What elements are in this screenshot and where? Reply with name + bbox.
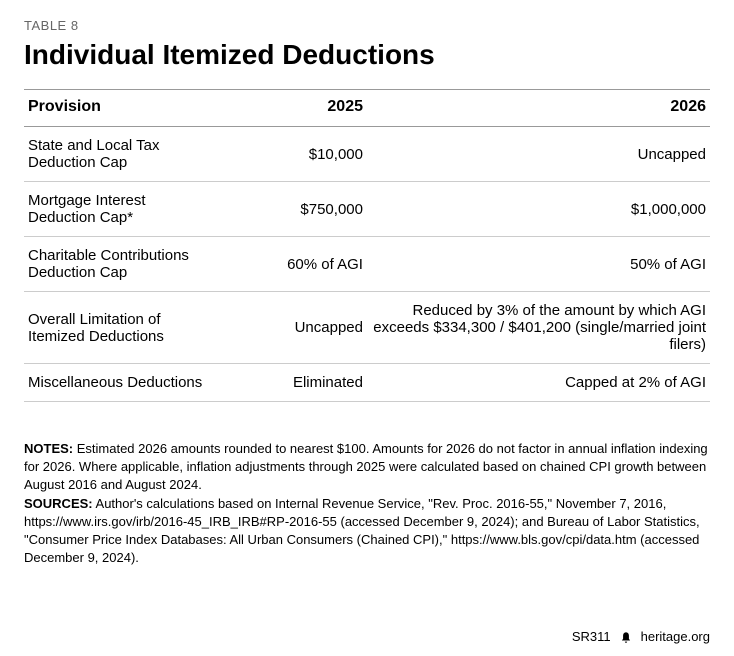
cell-2026: 50% of AGI: [367, 237, 710, 292]
cell-provision: Overall Limitation of Itemized Deduction…: [24, 292, 216, 364]
cell-provision: Charitable Contributions Deduction Cap: [24, 237, 216, 292]
cell-2025: Uncapped: [216, 292, 367, 364]
table-number-label: TABLE 8: [24, 18, 710, 33]
notes-label: NOTES:: [24, 441, 73, 456]
notes-block: NOTES: Estimated 2026 amounts rounded to…: [24, 440, 710, 567]
cell-2025: $750,000: [216, 182, 367, 237]
cell-2025: 60% of AGI: [216, 237, 367, 292]
table-row: State and Local Tax Deduction Cap $10,00…: [24, 127, 710, 182]
table-row: Miscellaneous Deductions Eliminated Capp…: [24, 364, 710, 402]
cell-provision: Miscellaneous Deductions: [24, 364, 216, 402]
table-title: Individual Itemized Deductions: [24, 39, 710, 71]
cell-2026: Uncapped: [367, 127, 710, 182]
deductions-table: Provision 2025 2026 State and Local Tax …: [24, 89, 710, 402]
cell-2026: Capped at 2% of AGI: [367, 364, 710, 402]
col-header-2025: 2025: [216, 90, 367, 127]
table-row: Overall Limitation of Itemized Deduction…: [24, 292, 710, 364]
table-header-row: Provision 2025 2026: [24, 90, 710, 127]
footer-report-id: SR311: [572, 629, 611, 644]
sources-text: Author's calculations based on Internal …: [24, 496, 700, 566]
col-header-2026: 2026: [367, 90, 710, 127]
table-row: Mortgage Interest Deduction Cap* $750,00…: [24, 182, 710, 237]
cell-2026: $1,000,000: [367, 182, 710, 237]
cell-2025: $10,000: [216, 127, 367, 182]
cell-2026: Reduced by 3% of the amount by which AGI…: [367, 292, 710, 364]
cell-2025: Eliminated: [216, 364, 367, 402]
col-header-provision: Provision: [24, 90, 216, 127]
bell-icon: [619, 630, 633, 644]
sources-label: SOURCES:: [24, 496, 93, 511]
cell-provision: Mortgage Interest Deduction Cap*: [24, 182, 216, 237]
footer: SR311 heritage.org: [572, 629, 710, 644]
notes-text: Estimated 2026 amounts rounded to neares…: [24, 441, 708, 492]
footer-site: heritage.org: [641, 629, 710, 644]
cell-provision: State and Local Tax Deduction Cap: [24, 127, 216, 182]
table-row: Charitable Contributions Deduction Cap 6…: [24, 237, 710, 292]
